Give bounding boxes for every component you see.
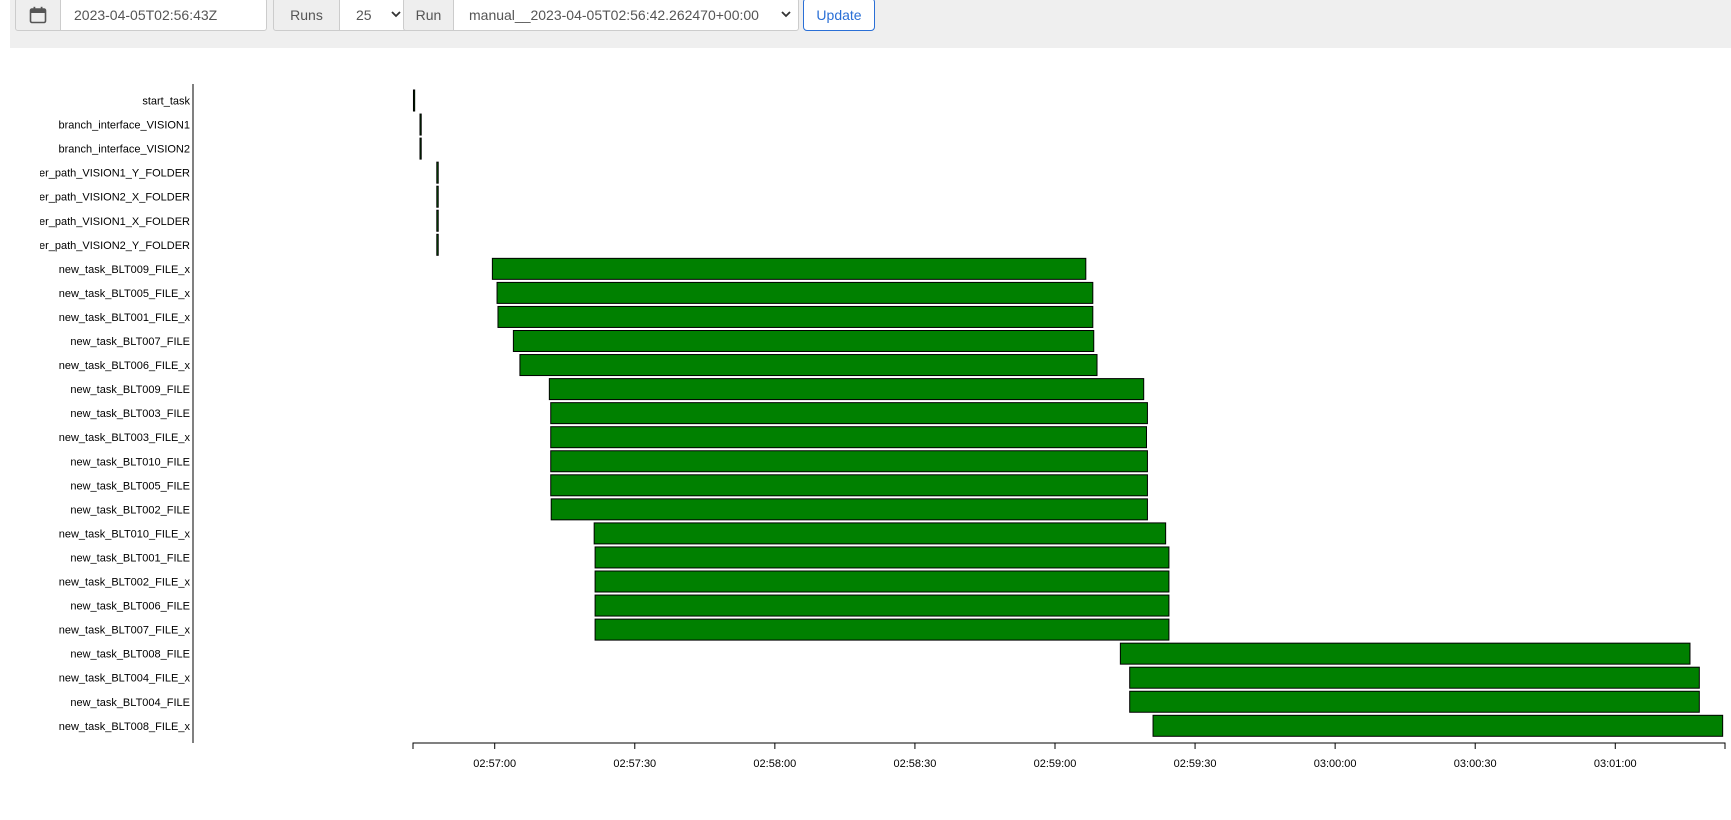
task-bar[interactable]	[550, 426, 1148, 449]
task-bar[interactable]	[594, 570, 1170, 593]
task-label: create_folder_path_VISION1_Y_FOLDER	[0, 168, 190, 180]
task-bar[interactable]	[497, 305, 1094, 328]
task-label: branch_interface_VISION1	[59, 120, 190, 132]
task-label: new_task_BLT004_FILE	[70, 697, 190, 709]
task-label: new_task_BLT004_FILE_x	[59, 673, 191, 685]
x-tick-label: 03:00:30	[1454, 758, 1497, 770]
task-label: new_task_BLT009_FILE	[70, 384, 190, 396]
task-label: new_task_BLT002_FILE_x	[59, 577, 191, 589]
task-bar[interactable]	[436, 233, 439, 256]
task-label: create_folder_path_VISION1_X_FOLDER	[0, 216, 190, 228]
task-bar[interactable]	[594, 546, 1170, 569]
x-tick-label: 02:57:00	[473, 758, 516, 770]
task-label: create_folder_path_VISION2_Y_FOLDER	[0, 240, 190, 252]
x-tick-label: 02:59:00	[1034, 758, 1077, 770]
runs-select[interactable]: 25	[339, 0, 409, 31]
x-tick-label: 02:58:00	[753, 758, 796, 770]
task-label: new_task_BLT007_FILE	[70, 336, 190, 348]
axes: 02:57:00 02:57:30 02:58:00 02:58:30 02:59:00…	[192, 84, 1726, 770]
task-label: new_task_BLT009_FILE_x	[59, 264, 191, 276]
task-bar[interactable]	[436, 161, 439, 184]
task-bar[interactable]	[1119, 642, 1691, 665]
task-bar[interactable]	[491, 257, 1087, 280]
x-tick-label: 02:57:30	[613, 758, 656, 770]
base-date-input[interactable]: 2023-04-05T02:56:43Z	[60, 0, 267, 31]
task-label: new_task_BLT006_FILE_x	[59, 360, 191, 372]
chevron-down-icon	[781, 11, 791, 18]
task-bar[interactable]	[594, 594, 1170, 617]
task-bar-group	[412, 89, 1724, 737]
x-tick-label: 02:58:30	[894, 758, 937, 770]
task-bar[interactable]	[436, 209, 439, 232]
task-bar[interactable]	[550, 450, 1148, 473]
task-bar[interactable]	[593, 522, 1167, 545]
task-label: new_task_BLT002_FILE	[70, 504, 190, 516]
task-bar[interactable]	[550, 498, 1148, 521]
task-bar[interactable]	[419, 137, 422, 160]
task-label: new_task_BLT005_FILE_x	[59, 288, 191, 300]
task-bar[interactable]	[512, 330, 1095, 352]
x-tick-label: 02:59:30	[1174, 758, 1217, 770]
task-bar[interactable]	[1129, 666, 1700, 689]
task-bar[interactable]	[548, 378, 1145, 401]
task-bar[interactable]	[550, 402, 1148, 425]
task-label: new_task_BLT010_FILE_x	[59, 528, 191, 540]
calendar-icon	[29, 6, 47, 23]
task-bar[interactable]	[436, 185, 439, 208]
task-label: new_task_BLT001_FILE	[70, 552, 190, 564]
task-label: new_task_BLT005_FILE	[70, 480, 190, 492]
task-label: new_task_BLT008_FILE_x	[59, 721, 191, 733]
task-bar[interactable]	[550, 474, 1148, 497]
run-select[interactable]: manual__2023-04-05T02:56:42.262470+00:00	[453, 0, 799, 31]
task-bar[interactable]	[412, 89, 416, 112]
task-label: new_task_BLT003_FILE	[70, 408, 190, 420]
task-bar[interactable]	[419, 113, 422, 136]
update-button[interactable]: Update	[803, 0, 875, 31]
task-label: create_folder_path_VISION2_X_FOLDER	[0, 192, 190, 204]
task-label: new_task_BLT008_FILE	[70, 649, 190, 661]
task-bar[interactable]	[519, 354, 1098, 377]
x-tick-label: 03:01:00	[1594, 758, 1637, 770]
task-label: new_task_BLT006_FILE	[70, 601, 190, 613]
task-label: new_task_BLT010_FILE	[70, 456, 190, 468]
task-label: new_task_BLT003_FILE_x	[59, 432, 191, 444]
task-bar[interactable]	[1129, 690, 1700, 713]
task-bar[interactable]	[1152, 714, 1724, 737]
task-label: branch_interface_VISION2	[59, 144, 190, 156]
chevron-down-icon	[391, 11, 401, 18]
task-label: new_task_BLT001_FILE_x	[59, 312, 191, 324]
task-bar[interactable]	[594, 618, 1170, 641]
task-bar[interactable]	[496, 281, 1094, 304]
task-label: start_task	[142, 96, 190, 108]
x-axis-line	[412, 742, 1726, 749]
task-label: new_task_BLT007_FILE_x	[59, 625, 191, 637]
task-label-group: start_task branch_interface_VISION1branch…	[0, 96, 191, 733]
x-tick-label: 03:00:00	[1314, 758, 1357, 770]
calendar-button[interactable]	[15, 0, 61, 31]
runs-select-value: 25	[356, 6, 372, 23]
run-select-value: manual__2023-04-05T02:56:42.262470+00:00	[469, 6, 759, 23]
